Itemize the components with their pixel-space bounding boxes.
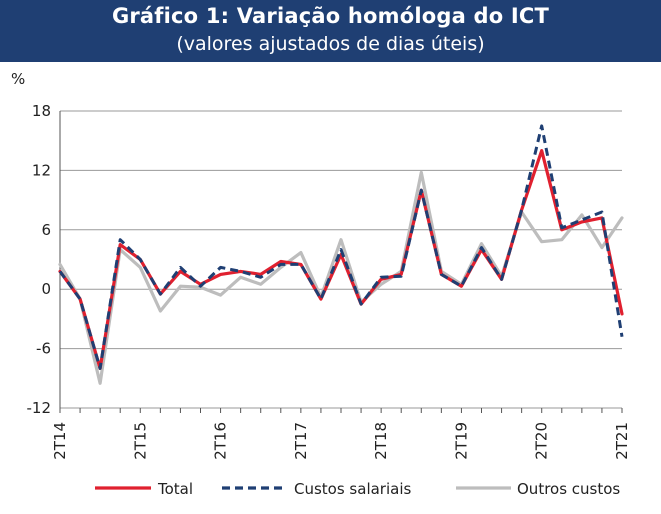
x-tick-label: 2T15 xyxy=(131,422,149,460)
axes xyxy=(59,111,623,413)
grid-lines xyxy=(60,110,622,409)
legend: Total Custos salariais Outros custos xyxy=(95,480,620,498)
chart-title: Gráfico 1: Variação homóloga do ICT xyxy=(111,4,550,28)
x-axis-ticks: 2T14 2T15 2T16 2T17 2T18 2T19 2T20 2T21 xyxy=(51,422,631,460)
x-tick-label: 2T20 xyxy=(533,422,551,460)
y-tick-label: 6 xyxy=(41,221,51,239)
legend-label-custos-salariais: Custos salariais xyxy=(294,480,411,498)
chart-subtitle: (valores ajustados de dias úteis) xyxy=(176,33,485,55)
y-tick-label: 0 xyxy=(41,280,51,298)
x-tick-label: 2T16 xyxy=(212,422,230,460)
x-tick-label: 2T21 xyxy=(613,422,631,460)
x-tick-label: 2T19 xyxy=(452,422,470,460)
x-tick-label: 2T14 xyxy=(51,422,69,460)
legend-label-total: Total xyxy=(157,480,193,498)
y-tick-label: 12 xyxy=(32,161,51,179)
y-tick-label: -6 xyxy=(36,340,51,358)
chart-header: Gráfico 1: Variação homóloga do ICT (val… xyxy=(0,0,661,62)
x-tick-label: 2T17 xyxy=(292,422,310,460)
series-line-custos-salariais xyxy=(58,124,624,370)
y-axis-unit-label: % xyxy=(11,70,25,88)
y-axis-ticks: 18 12 6 0 -6 -12 xyxy=(27,102,52,417)
legend-label-outros-custos: Outros custos xyxy=(517,480,620,498)
x-tick-label: 2T18 xyxy=(372,422,390,460)
y-tick-label: 18 xyxy=(32,102,51,120)
y-tick-label: -12 xyxy=(27,399,52,417)
series-group xyxy=(58,124,624,385)
series-line-outros-custos xyxy=(58,170,624,385)
series-line-total xyxy=(58,149,624,370)
